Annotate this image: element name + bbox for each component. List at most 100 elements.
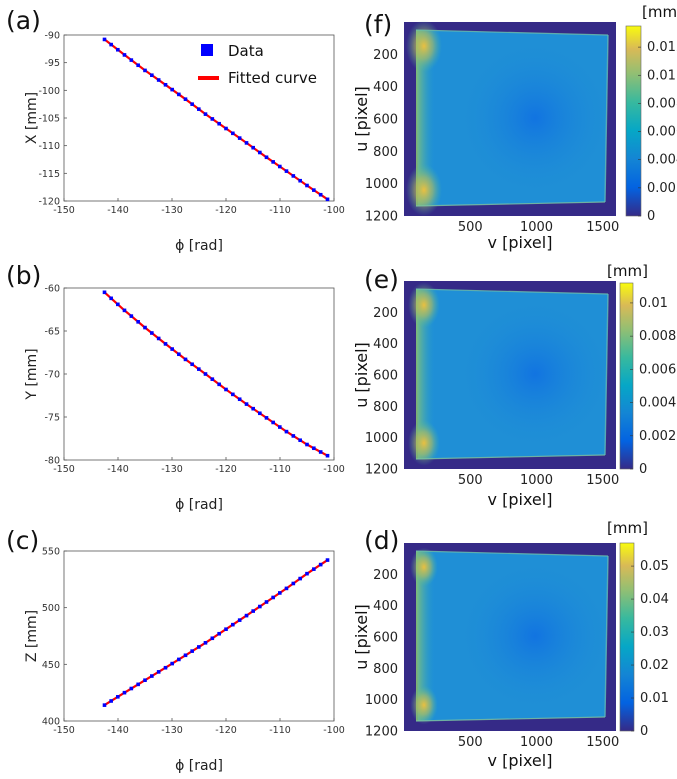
colorbar-tick-label: 0.004 [647,153,677,168]
x-tick-label: -140 [107,725,129,736]
x-tick-label: -100 [323,464,345,475]
y-tick-label: 1000 [365,177,398,192]
data-point [318,562,323,567]
data-point [217,382,221,387]
x-axis-label: v [pixel] [488,751,553,770]
data-point [183,653,188,658]
colorbar-tick-label: 0.004 [639,396,676,411]
y-tick-label: -60 [44,284,60,295]
y-tick-label: -115 [38,169,60,180]
data-point [251,145,255,150]
data-point [143,678,147,682]
x-tick-label: 500 [458,735,483,750]
data-point [284,586,289,591]
y-tick-label: -70 [44,370,60,381]
data-point [305,442,309,447]
y-axis-label: u [pixel] [352,342,371,408]
data-point [203,372,208,376]
x-tick-label: -110 [269,205,291,216]
legend-label-data: Data [228,42,264,60]
data-point [183,357,188,362]
data-point [284,169,289,173]
panel-e-heatmap: (e) 200 400 600 800 1000 1200 500 1000 1500 v [pix… [352,262,676,509]
data-point [298,178,302,183]
legend-label-fit: Fitted curve [228,69,317,87]
y-tick-label: 400 [373,337,398,352]
fitted-curve-line [103,291,329,457]
data-point [298,576,302,581]
y-tick-label: 200 [373,306,398,321]
data-point [210,636,215,641]
colorbar-tick-label: 0.01 [640,691,669,706]
x-tick-label: 500 [458,473,483,488]
data-point [116,302,120,307]
heatmap-right-edge [604,293,609,456]
data-point [237,397,242,402]
data-point [244,402,249,406]
x-tick-label: 1500 [586,220,619,235]
data-point [143,325,147,330]
panel-d-heatmap: (d) 200 400 600 800 1000 1200 500 1000 1500 v [pix… [352,519,669,770]
colorbar [619,542,635,732]
data-point [325,453,330,458]
colorbar-tick-label: 0.008 [639,329,676,344]
data-point [102,290,107,295]
data-point [177,352,181,357]
colorbar-tick-label: 0.05 [640,559,669,574]
panel-label: (e) [364,265,399,294]
data-point [264,155,269,160]
data-point [109,699,113,703]
data-point [203,112,208,116]
x-axis-label: ϕ [rad] [175,758,223,774]
data-point [102,703,107,707]
data-point [190,362,194,367]
data-point [237,618,242,622]
data-point [136,63,140,68]
panel-label: (c) [6,526,39,555]
colorbar [625,25,642,217]
colorbar-tick-label: 0.002 [639,429,676,444]
data-point [156,336,161,341]
data-point [312,188,316,192]
data-point [163,342,168,346]
y-tick-label: 400 [373,599,398,614]
data-point [150,674,154,678]
y-tick-label: 400 [373,80,398,95]
data-point [183,97,188,101]
y-tick-label: 600 [373,369,398,384]
data-point [102,37,107,42]
colorbar-tick-label: 0 [640,724,648,739]
heatmap-left-edge [416,289,434,459]
x-tick-label: -140 [107,464,129,475]
data-point [291,174,296,178]
x-tick-label: 1500 [586,735,619,750]
data-point [136,682,140,687]
data-point [203,641,208,645]
x-tick-label: -130 [161,205,183,216]
y-tick-label: 1000 [365,693,398,708]
y-tick-label: 500 [42,603,60,614]
data-point [271,160,275,164]
x-tick-label: -140 [107,205,129,216]
heatmap-hotspot-top [408,282,440,328]
data-point [163,665,168,670]
y-tick-label: 1200 [365,210,398,225]
panel-c-line-chart: (c) -150 -140 -130 -120 -110 -100 400 450 500 550 ϕ… [6,526,345,774]
heatmap-cool-region [462,302,608,446]
data-point [170,661,174,666]
data-point [258,411,262,416]
data-point [231,622,235,627]
data-point [190,102,194,106]
data-point [197,645,201,649]
x-tick-label: -120 [215,725,237,736]
data-point [278,591,282,595]
y-tick-label: -65 [44,327,60,338]
data-point [116,695,120,699]
heatmap-right-edge [604,555,609,718]
data-point [129,58,134,62]
heatmap-bottom-edge [415,454,606,460]
colorbar [619,282,634,470]
data-point [163,83,168,87]
data-point [156,78,161,82]
data-point [312,567,316,571]
